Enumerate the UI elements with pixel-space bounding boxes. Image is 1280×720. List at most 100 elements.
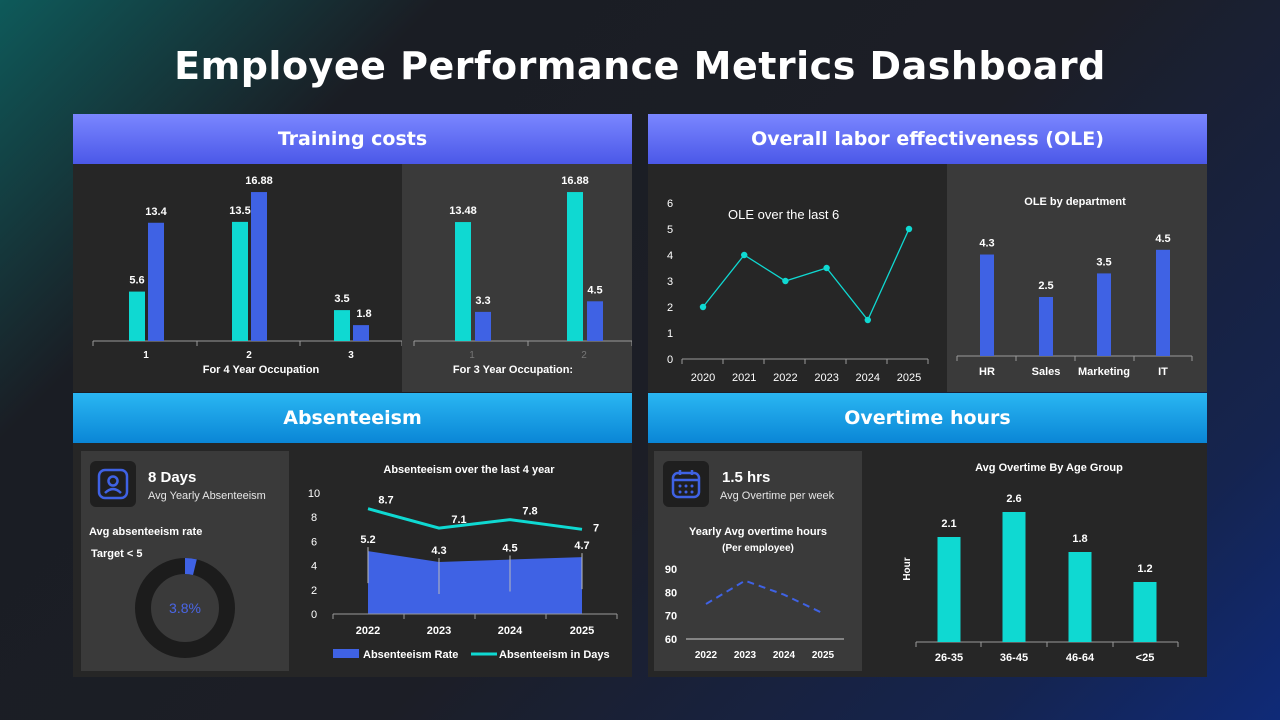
x-tick-label: 2022 — [773, 372, 797, 384]
data-point — [864, 316, 871, 324]
legend-label: Absenteeism in Days — [499, 649, 610, 661]
training-costs-panel: Training costs 5.6 13.4 1 13.5 16.88 2 3.5 1.8 3… — [73, 114, 633, 392]
chart-title: Avg Overtime By Age Group — [975, 462, 1123, 474]
absenteeism-kpi-value: 8 Days — [148, 469, 197, 486]
training-3yr-chart: 13.48 3.3 1 16.88 4.5 2 For 3 Year Occupation: — [413, 175, 633, 376]
data-label: 3.5 — [1096, 256, 1111, 268]
absenteeism-target-label: Target < 5 — [91, 548, 143, 560]
x-tick-label: 2021 — [732, 372, 756, 384]
data-label: 4.5 — [587, 284, 602, 296]
tick-label: 2 — [581, 350, 587, 361]
x-tick-label: 2024 — [498, 625, 523, 637]
bar — [334, 310, 350, 341]
x-tick-label: 26-35 — [935, 652, 963, 664]
bar — [353, 325, 369, 341]
overtime-age-area: Avg Overtime By Age Group Hour 2.1 26-35 2.6… — [870, 451, 1207, 677]
ole-panel: Overall labor effectiveness (OLE) 0 1 2 3 4 5… — [648, 114, 1207, 392]
data-label: 4.5 — [502, 543, 517, 555]
y-tick-label: 10 — [308, 488, 320, 500]
tick-label: 1 — [469, 350, 475, 361]
data-label: 8.7 — [378, 495, 393, 507]
absenteeism-kpi-card: 8 Days Avg Yearly Absenteeism Avg absent… — [81, 451, 289, 671]
overtime-kpi-label: Avg Overtime per week — [720, 490, 835, 502]
x-tick-label: 2023 — [814, 372, 838, 384]
bar — [587, 301, 603, 341]
data-label: 7 — [593, 522, 599, 534]
data-label: 4.7 — [574, 540, 589, 552]
ole-line-area: 0 1 2 3 4 5 6 2020 2021 2022 2023 2024 2025 OLE over … — [648, 164, 947, 392]
data-label: 2.6 — [1006, 493, 1021, 505]
y-tick-label: 6 — [667, 198, 673, 210]
bar — [937, 537, 961, 642]
ole-header: Overall labor effectiveness (OLE) — [648, 114, 1207, 164]
overtime-header: Overtime hours — [648, 393, 1207, 443]
absenteeism-header: Absenteeism — [73, 393, 632, 443]
ole-dept-chart: OLE by department 4.3 HR 2.5 Sales 3.5 Marketi… — [956, 196, 1193, 378]
overtime-kpi-card: 1.5 hrs Avg Overtime per week Yearly Avg… — [654, 451, 862, 671]
x-tick-label: 2023 — [734, 650, 757, 661]
x-tick-label: IT — [1158, 366, 1168, 378]
absenteeism-donut-chart: 3.8% — [135, 558, 235, 658]
data-label: 5.6 — [129, 275, 144, 287]
training-4yr-chart: 5.6 13.4 1 13.5 16.88 2 3.5 1.8 3 For 4 Year Occu… — [92, 175, 403, 376]
x-tick-label: Sales — [1032, 366, 1061, 378]
data-label: 16.88 — [561, 175, 589, 187]
overtime-kpi-value: 1.5 hrs — [722, 469, 771, 486]
x-tick-label: 36-45 — [1000, 652, 1028, 664]
data-point — [905, 225, 913, 233]
bar — [475, 311, 491, 341]
bar — [1002, 512, 1026, 642]
overtime-line-chart: Yearly Avg overtime hours (Per employee) 6… — [665, 526, 844, 661]
data-label: 3.3 — [475, 295, 490, 307]
x-tick-label: 2025 — [897, 372, 921, 384]
data-label: 2.1 — [941, 518, 956, 530]
ole-line-chart: 0 1 2 3 4 5 6 2020 2021 2022 2023 2024 2025 OLE over … — [667, 198, 929, 384]
chart-title: OLE over the last 6 — [728, 207, 839, 222]
x-tick-label: 2020 — [691, 372, 715, 384]
data-point — [699, 303, 707, 311]
y-tick-label: 0 — [667, 354, 673, 366]
data-label: 4.3 — [431, 545, 446, 557]
data-label: 7.1 — [451, 514, 466, 526]
x-tick-label: 46-64 — [1066, 652, 1095, 664]
x-tick-label: 2022 — [356, 625, 380, 637]
x-tick-label: <25 — [1136, 652, 1155, 664]
bar — [129, 291, 145, 341]
y-tick-label: 4 — [311, 561, 317, 573]
y-tick-label: 90 — [665, 564, 677, 576]
absenteeism-combo-chart: Absenteeism over the last 4 year 0 2 4 6 8 10 5… — [308, 464, 618, 661]
y-tick-label: 8 — [311, 512, 317, 524]
x-axis-label: For 3 Year Occupation: — [453, 364, 573, 376]
bar — [1039, 297, 1053, 356]
y-tick-label: 70 — [665, 611, 677, 623]
y-tick-label: 60 — [665, 634, 677, 646]
y-axis-label: Hour — [902, 557, 913, 580]
x-tick-label: 2025 — [812, 650, 835, 661]
bar — [251, 192, 267, 341]
data-label: 1.8 — [1072, 533, 1087, 545]
data-point — [823, 264, 830, 272]
absenteeism-chart-area: Absenteeism over the last 4 year 0 2 4 6 8 10 5… — [297, 451, 632, 677]
absenteeism-kpi-label: Avg Yearly Absenteeism — [148, 490, 266, 502]
y-tick-label: 3 — [667, 276, 673, 288]
calendar-icon — [663, 461, 709, 507]
bar — [980, 254, 994, 356]
bar — [148, 222, 164, 341]
x-tick-label: 2024 — [856, 372, 880, 384]
data-label: 3.5 — [334, 293, 349, 305]
chart-title: OLE by department — [1024, 196, 1126, 208]
data-label: 4.5 — [1155, 233, 1170, 245]
y-tick-label: 6 — [311, 536, 317, 548]
series-line — [702, 228, 910, 322]
bar — [567, 192, 583, 341]
data-label: 7.8 — [522, 506, 537, 518]
training-4yr-area: 5.6 13.4 1 13.5 16.88 2 3.5 1.8 3 For 4 Year Occu… — [73, 164, 403, 392]
data-label: 1.8 — [356, 308, 371, 320]
series-line — [705, 579, 824, 615]
tick-label: 2 — [246, 350, 252, 361]
x-tick-label: 2025 — [570, 625, 594, 637]
data-label: 4.3 — [979, 238, 994, 250]
data-label: 16.88 — [245, 175, 273, 187]
donut-label: 3.8% — [169, 600, 201, 616]
y-tick-label: 80 — [665, 587, 677, 599]
